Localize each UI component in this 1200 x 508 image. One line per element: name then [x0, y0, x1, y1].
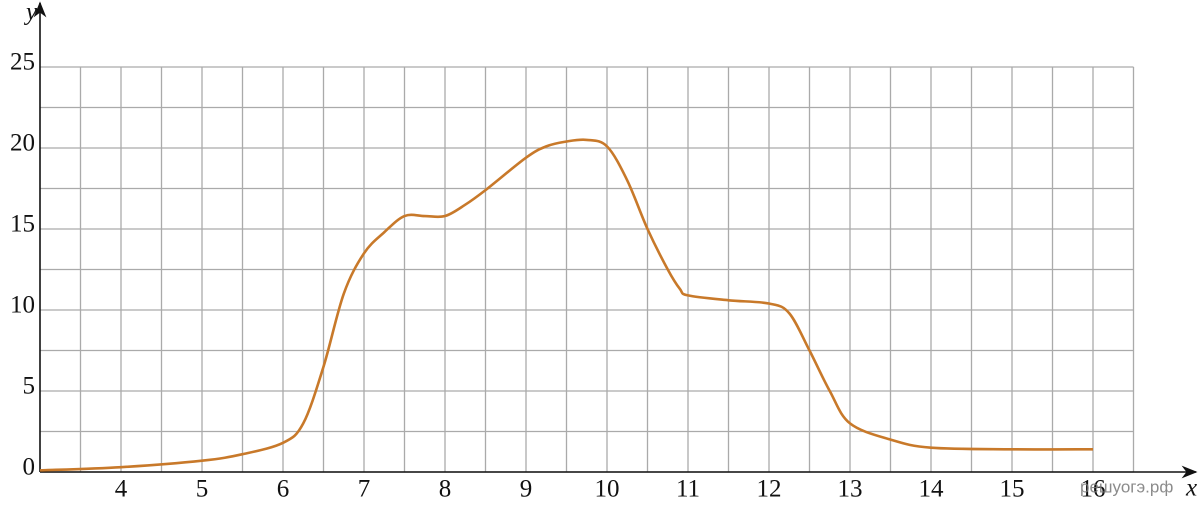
x-axis-label: x — [1185, 475, 1197, 502]
y-tick-label: 5 — [23, 373, 36, 400]
x-tick-label: 12 — [757, 476, 782, 503]
x-tick-label: 16 — [1081, 476, 1106, 503]
x-tick-label: 7 — [358, 476, 371, 503]
x-tick-label: 5 — [196, 476, 209, 503]
y-tick-label: 0 — [23, 454, 36, 481]
x-tick-label: 13 — [838, 476, 863, 503]
x-tick-label: 10 — [595, 476, 620, 503]
x-tick-label: 9 — [520, 476, 533, 503]
y-tick-label: 10 — [10, 292, 35, 319]
grid — [40, 66, 1135, 473]
x-tick-label: 15 — [1000, 476, 1025, 503]
y-tick-label: 15 — [10, 211, 35, 238]
x-tick-label: 6 — [277, 476, 290, 503]
x-tick-label: 4 — [115, 476, 128, 503]
y-tick-label: 25 — [10, 49, 35, 76]
watermark: решуогэ.рф — [1080, 477, 1173, 496]
x-tick-label: 8 — [439, 476, 452, 503]
y-tick-label: 20 — [10, 130, 35, 157]
y-axis-label: y — [23, 0, 38, 26]
x-tick-label: 14 — [919, 476, 945, 503]
x-tick-label: 11 — [676, 476, 700, 503]
data-line — [39, 138, 1094, 472]
